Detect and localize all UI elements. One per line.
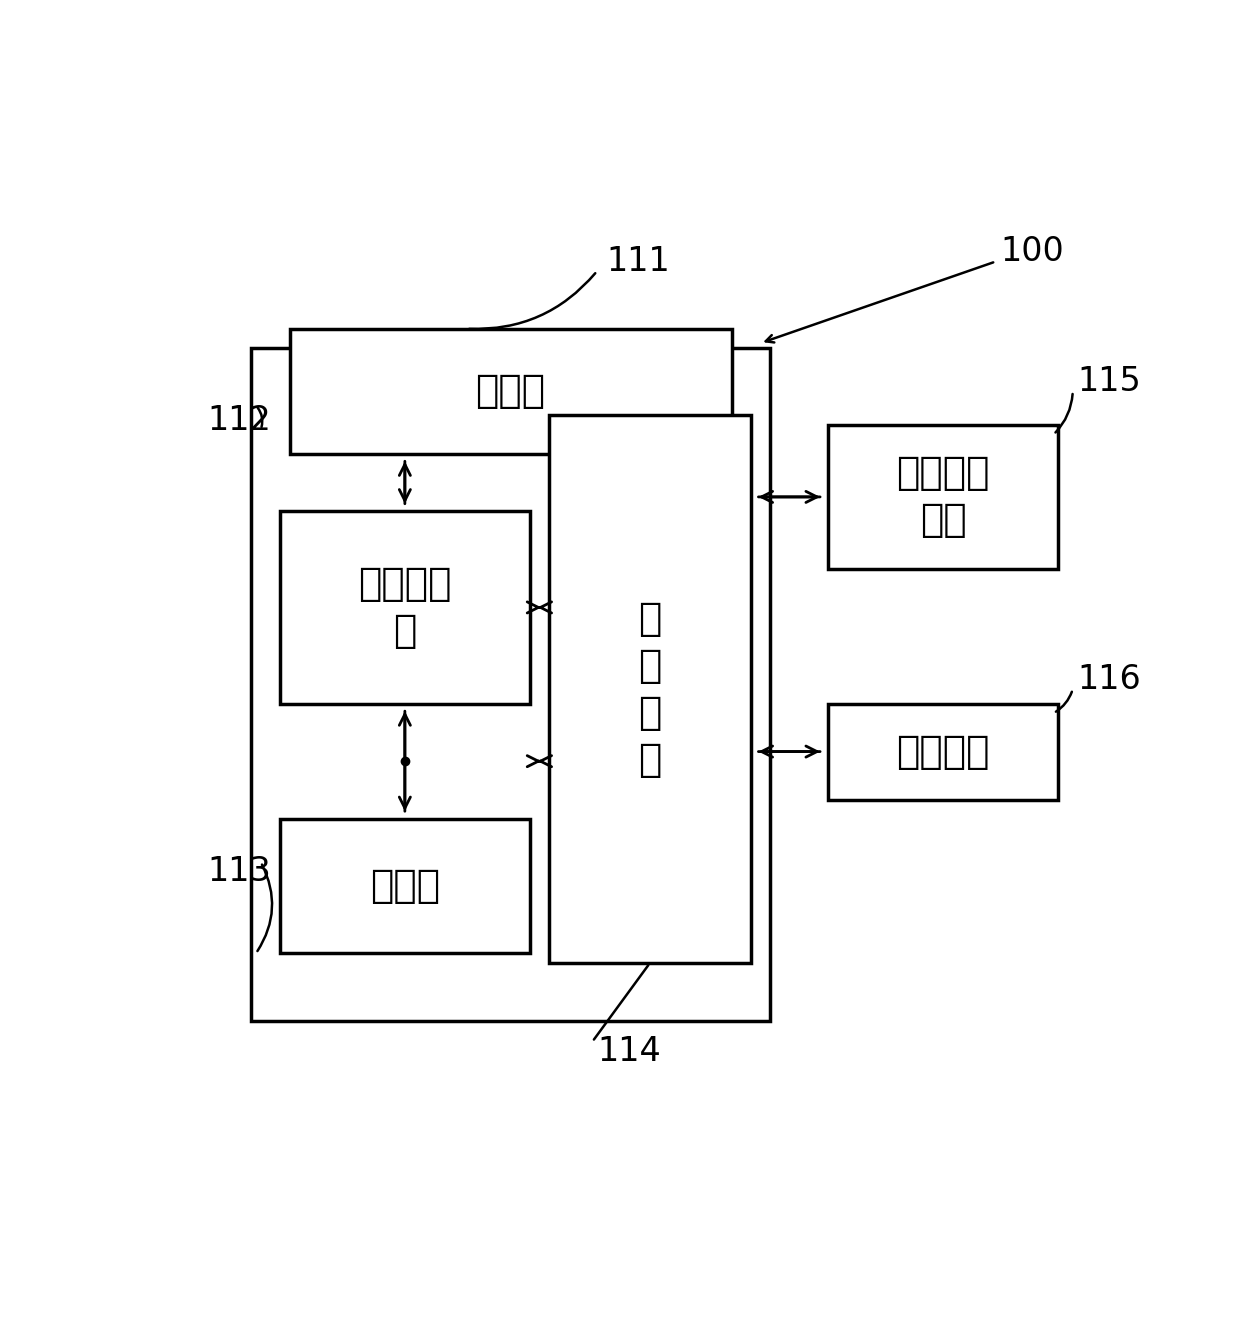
Text: 116: 116 — [1078, 662, 1141, 695]
Text: 112: 112 — [208, 403, 272, 436]
Text: 输入输出
单元: 输入输出 单元 — [897, 454, 990, 540]
Bar — [828, 425, 1058, 569]
Text: 113: 113 — [208, 855, 272, 888]
Text: 存储器: 存储器 — [475, 373, 546, 410]
Bar — [290, 329, 732, 453]
Text: 114: 114 — [596, 1035, 661, 1068]
Bar — [250, 348, 770, 1021]
Text: 显示单元: 显示单元 — [897, 732, 990, 770]
Text: 100: 100 — [1001, 236, 1064, 269]
Bar — [280, 511, 529, 703]
Bar — [549, 415, 751, 963]
Text: 外
设
接
口: 外 设 接 口 — [639, 599, 662, 778]
Text: 处理器: 处理器 — [370, 867, 440, 905]
Bar — [280, 819, 529, 954]
Text: 存储控制
器: 存储控制 器 — [358, 565, 451, 649]
Text: 115: 115 — [1078, 365, 1141, 398]
Bar — [828, 703, 1058, 799]
Text: 111: 111 — [606, 245, 671, 278]
